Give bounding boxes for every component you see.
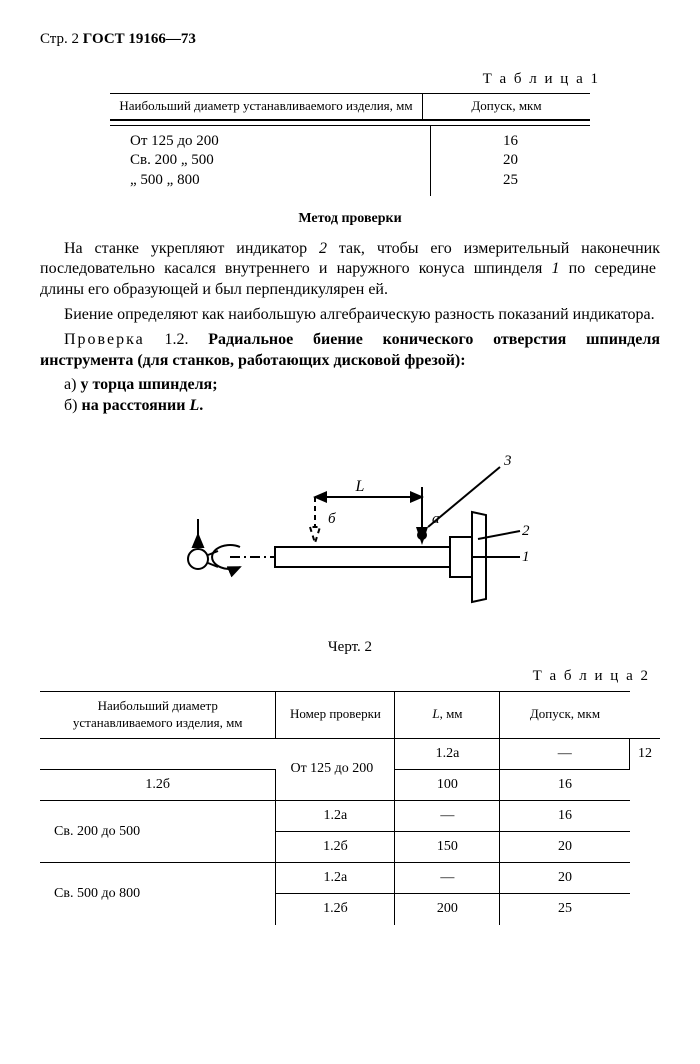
page-number: Стр. 2 <box>40 31 79 47</box>
check-item-b: б) на расстоянии L. <box>40 396 660 417</box>
t2-col3: Допуск, мкм <box>500 691 630 738</box>
method-subheading: Метод проверки <box>40 210 660 228</box>
label-1: 1 <box>522 549 530 565</box>
t2-cell: 20 <box>500 832 630 863</box>
t2-cell: — <box>395 800 500 831</box>
label-L: L <box>355 478 365 495</box>
t2-cell: 12 <box>630 738 661 769</box>
standard-code: ГОСТ 19166—73 <box>83 31 196 47</box>
check-1-2: Проверка 1.2. Радиальное биение коническ… <box>40 330 660 372</box>
page-header: Стр. 2 ГОСТ 19166—73 <box>40 30 660 50</box>
table1-row: 25 <box>431 171 590 191</box>
t2-g1-diam: Св. 200 до 500 <box>40 800 276 862</box>
table1-caption: Т а б л и ц а 1 <box>40 70 600 90</box>
table2: Наибольший диаметр устанавливаемого изде… <box>40 691 660 925</box>
t2-cell: 20 <box>500 863 630 894</box>
t2-cell: 1.2б <box>276 894 395 925</box>
paragraph-1: На станке укрепляют индикатор 2 так, что… <box>40 239 660 301</box>
table1-row: Св. 200 „ 500 <box>130 151 430 171</box>
t2-col2: L, мм <box>395 691 500 738</box>
t2-col1: Номер проверки <box>276 691 395 738</box>
table1-row: 20 <box>431 151 590 171</box>
table1: Наибольший диаметр устанавливаемого изде… <box>110 93 590 196</box>
figure-caption: Черт. 2 <box>40 638 660 658</box>
label-a: а <box>432 511 440 527</box>
diagram-svg: L б а 3 2 1 <box>160 427 540 627</box>
check-item-a: а) у торца шпинделя; <box>40 375 660 396</box>
t2-cell: — <box>500 738 630 769</box>
t2-g2-diam: Св. 500 до 800 <box>40 863 276 925</box>
t2-cell: 150 <box>395 832 500 863</box>
table2-caption: Т а б л и ц а 2 <box>40 667 650 687</box>
t2-cell: 1.2а <box>395 738 500 769</box>
label-3: 3 <box>503 453 512 469</box>
table1-row: 16 <box>431 132 590 152</box>
t2-cell: 1.2б <box>276 832 395 863</box>
table1-col2-header: Допуск, мкм <box>423 94 590 119</box>
t2-cell: 16 <box>500 800 630 831</box>
t2-cell: 1.2а <box>276 800 395 831</box>
t2-cell: 200 <box>395 894 500 925</box>
label-b: б <box>328 511 336 527</box>
table1-row: „ 500 „ 800 <box>130 171 430 191</box>
label-2: 2 <box>522 523 530 539</box>
table1-col1-header: Наибольший диаметр устанавливаемого изде… <box>110 94 423 119</box>
t2-cell: 25 <box>500 894 630 925</box>
paragraph-2: Биение определяют как наибольшую алгебра… <box>40 305 660 326</box>
t2-cell: — <box>395 863 500 894</box>
t2-cell: 100 <box>395 769 500 800</box>
t2-cell: 16 <box>500 769 630 800</box>
table1-row: От 125 до 200 <box>130 132 430 152</box>
t2-col0: Наибольший диаметр устанавливаемого изде… <box>40 691 276 738</box>
t2-cell: 1.2а <box>276 863 395 894</box>
t2-cell: 1.2б <box>40 769 276 800</box>
t2-g0-diam: От 125 до 200 <box>276 738 395 800</box>
check-lead: Проверка <box>64 331 145 348</box>
figure-2: L б а 3 2 1 <box>40 427 660 634</box>
